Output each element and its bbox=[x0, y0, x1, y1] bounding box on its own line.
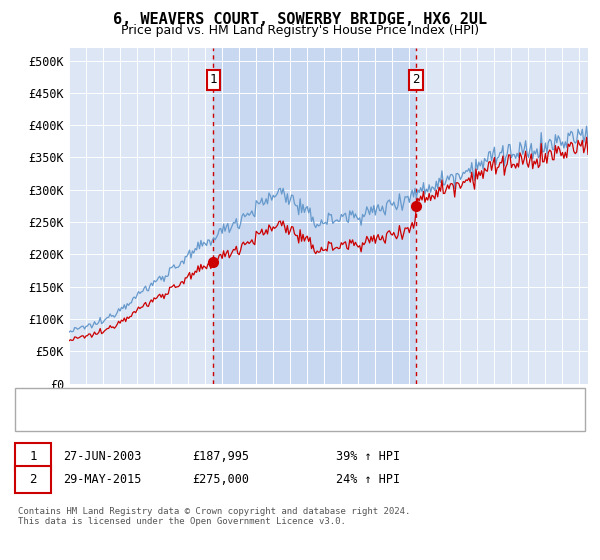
Text: 1: 1 bbox=[29, 450, 37, 463]
Text: Contains HM Land Registry data © Crown copyright and database right 2024.
This d: Contains HM Land Registry data © Crown c… bbox=[18, 507, 410, 526]
Text: 1: 1 bbox=[210, 73, 217, 86]
Text: £187,995: £187,995 bbox=[192, 450, 249, 463]
Text: 39% ↑ HPI: 39% ↑ HPI bbox=[336, 450, 400, 463]
Text: HPI: Average price, detached house, Calderdale: HPI: Average price, detached house, Cald… bbox=[81, 414, 380, 424]
Text: 6, WEAVERS COURT, SOWERBY BRIDGE, HX6 2UL: 6, WEAVERS COURT, SOWERBY BRIDGE, HX6 2U… bbox=[113, 12, 487, 27]
Text: Price paid vs. HM Land Registry's House Price Index (HPI): Price paid vs. HM Land Registry's House … bbox=[121, 24, 479, 37]
Text: 6, WEAVERS COURT, SOWERBY BRIDGE, HX6 2UL (detached house): 6, WEAVERS COURT, SOWERBY BRIDGE, HX6 2U… bbox=[81, 396, 458, 406]
Text: 29-MAY-2015: 29-MAY-2015 bbox=[63, 473, 142, 487]
Text: 2: 2 bbox=[413, 73, 420, 86]
Text: 27-JUN-2003: 27-JUN-2003 bbox=[63, 450, 142, 463]
Text: 24% ↑ HPI: 24% ↑ HPI bbox=[336, 473, 400, 487]
Text: 2: 2 bbox=[29, 473, 37, 487]
Text: £275,000: £275,000 bbox=[192, 473, 249, 487]
Bar bbox=[214, 48, 416, 384]
